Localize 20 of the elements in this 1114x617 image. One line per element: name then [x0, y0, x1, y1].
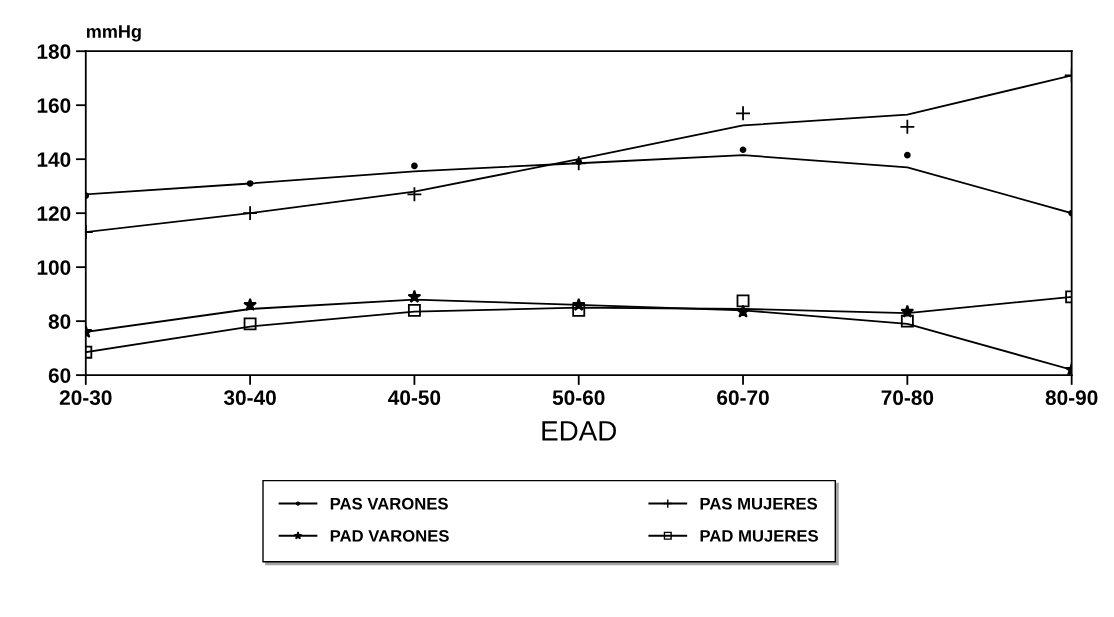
x-axis-title: EDAD	[542, 421, 616, 441]
y-tick-label: 100	[37, 260, 71, 275]
x-tick-label: 40-50	[388, 390, 441, 406]
legend-label: PAD MUJERES	[700, 529, 818, 542]
legend-label: PAS VARONES	[330, 497, 448, 510]
x-tick-label: 50-60	[552, 390, 605, 406]
legend-label: PAD VARONES	[330, 529, 449, 542]
x-tick-label: 80-90	[1045, 390, 1098, 406]
x-tick-label: 70-80	[881, 390, 934, 406]
x-tick-label: 20-30	[59, 390, 112, 406]
y-axis-title: mmHg	[86, 25, 141, 42]
y-tick-label: 160	[37, 98, 71, 113]
y-tick-label: 180	[37, 44, 71, 59]
legend-label: PAS MUJERES	[700, 497, 818, 510]
x-tick-label: 30-40	[223, 390, 276, 406]
y-tick-label: 120	[37, 206, 71, 221]
y-tick-label: 140	[37, 152, 71, 167]
x-tick-label: 60-70	[717, 390, 769, 406]
y-tick-label: 80	[48, 314, 71, 329]
y-tick-label: 60	[48, 368, 71, 383]
